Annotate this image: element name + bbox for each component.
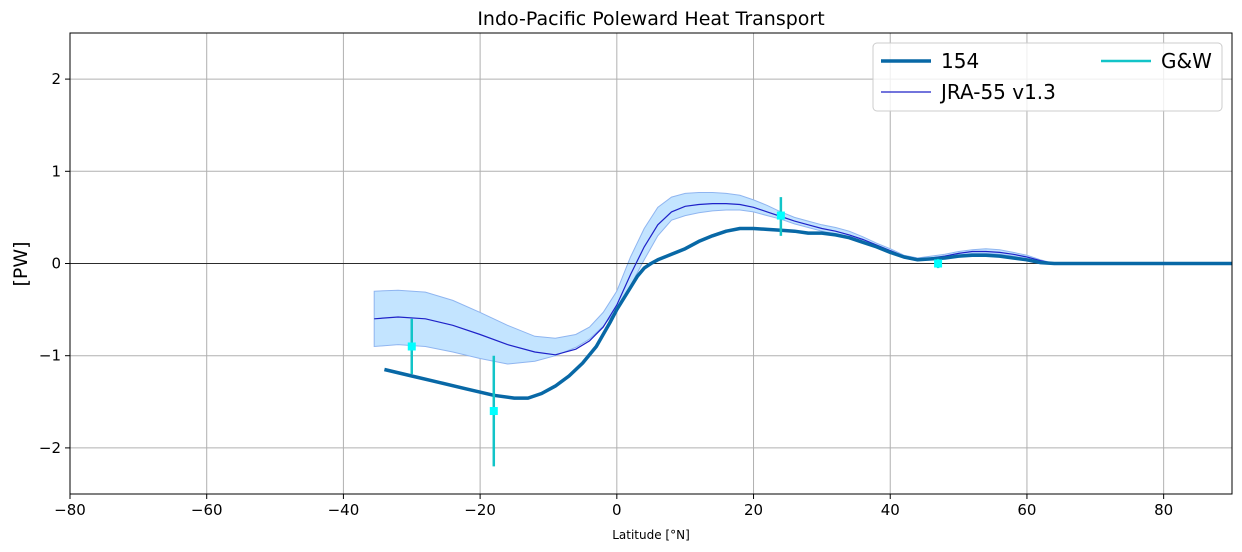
x-tick-label: 40 [881, 501, 900, 519]
x-tick-label: −20 [464, 501, 496, 519]
y-tick-label: −1 [39, 347, 61, 365]
x-tick-label: 80 [1154, 501, 1173, 519]
jra55-uncertainty-band [373, 192, 1232, 365]
chart-title: Indo-Pacific Poleward Heat Transport [477, 8, 824, 30]
legend-label-154: 154 [941, 49, 979, 73]
series-line-154 [383, 226, 1232, 400]
y-axis: −2 −1 0 1 2 [39, 70, 70, 457]
y-tick-label: 1 [51, 162, 61, 180]
y-tick-label: 0 [51, 255, 61, 273]
x-tick-label: −60 [191, 501, 223, 519]
observation-marker [407, 342, 416, 351]
x-tick-label: −40 [328, 501, 360, 519]
legend-label-gw: G&W [1161, 49, 1212, 73]
observations-gw [407, 197, 943, 467]
x-tick-label: 20 [744, 501, 763, 519]
x-axis-label: Latitude [°N] [612, 528, 690, 542]
series-line-jra55 [374, 203, 1232, 356]
x-tick-label: 60 [1017, 501, 1036, 519]
observation-marker [934, 259, 943, 268]
y-tick-label: −2 [39, 439, 61, 457]
x-tick-label: 0 [612, 501, 622, 519]
x-tick-label: −80 [54, 501, 86, 519]
y-tick-label: 2 [51, 70, 61, 88]
y-axis-label: [PW] [10, 241, 32, 286]
observation-marker [489, 407, 498, 416]
observation-marker [776, 211, 785, 220]
x-axis: −80 −60 −40 −20 0 20 40 60 80 [54, 494, 1173, 519]
legend-label-jra55: JRA-55 v1.3 [939, 80, 1056, 104]
legend: 154 JRA-55 v1.3 G&W [872, 42, 1223, 112]
